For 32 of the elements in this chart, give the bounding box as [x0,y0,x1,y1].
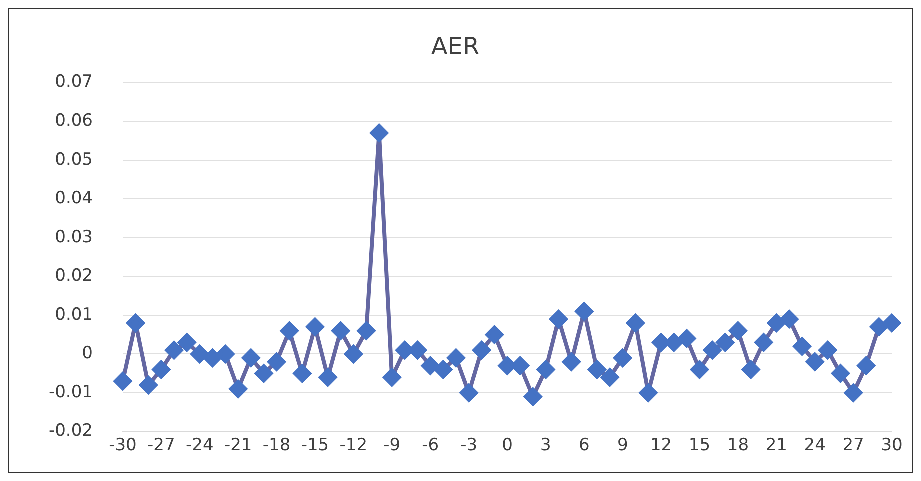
y-tick-label: 0.06 [55,111,93,131]
x-tick-label: 6 [578,435,590,456]
x-tick-label: 24 [804,435,826,456]
x-tick-label: 30 [881,435,903,456]
y-tick-label: 0.07 [55,72,93,92]
x-tick-label: 27 [842,435,864,456]
y-tick-label: 0.05 [55,150,93,170]
x-tick-label: -18 [262,435,291,456]
x-tick-label: 3 [540,435,552,456]
y-tick-label: 0.01 [55,304,93,325]
y-tick-label: -0.02 [48,421,93,442]
y-tick-label: 0.03 [55,227,93,248]
x-tick-label: -9 [384,435,401,456]
x-tick-label: 18 [727,435,750,456]
x-tick-label: -6 [422,435,440,456]
x-tick-label: 15 [688,435,711,456]
x-tick-label: -24 [186,435,214,456]
x-tick-label: 0 [502,435,513,456]
x-tick-label: -12 [340,435,368,456]
x-tick-label: -30 [109,435,137,456]
y-tick-label: 0 [82,344,93,364]
x-tick-label: -15 [301,435,330,456]
x-tick-label: -27 [148,435,176,456]
x-tick-label: 12 [650,435,672,456]
x-tick-label: 9 [617,435,628,456]
y-tick-label: 0.04 [55,188,93,209]
x-tick-label: 21 [766,435,788,456]
chart-title: AER [431,32,480,61]
y-tick-label: -0.01 [48,382,93,402]
y-tick-label: 0.02 [55,266,93,286]
x-tick-label: -3 [460,435,478,456]
x-tick-label: -21 [224,435,252,456]
